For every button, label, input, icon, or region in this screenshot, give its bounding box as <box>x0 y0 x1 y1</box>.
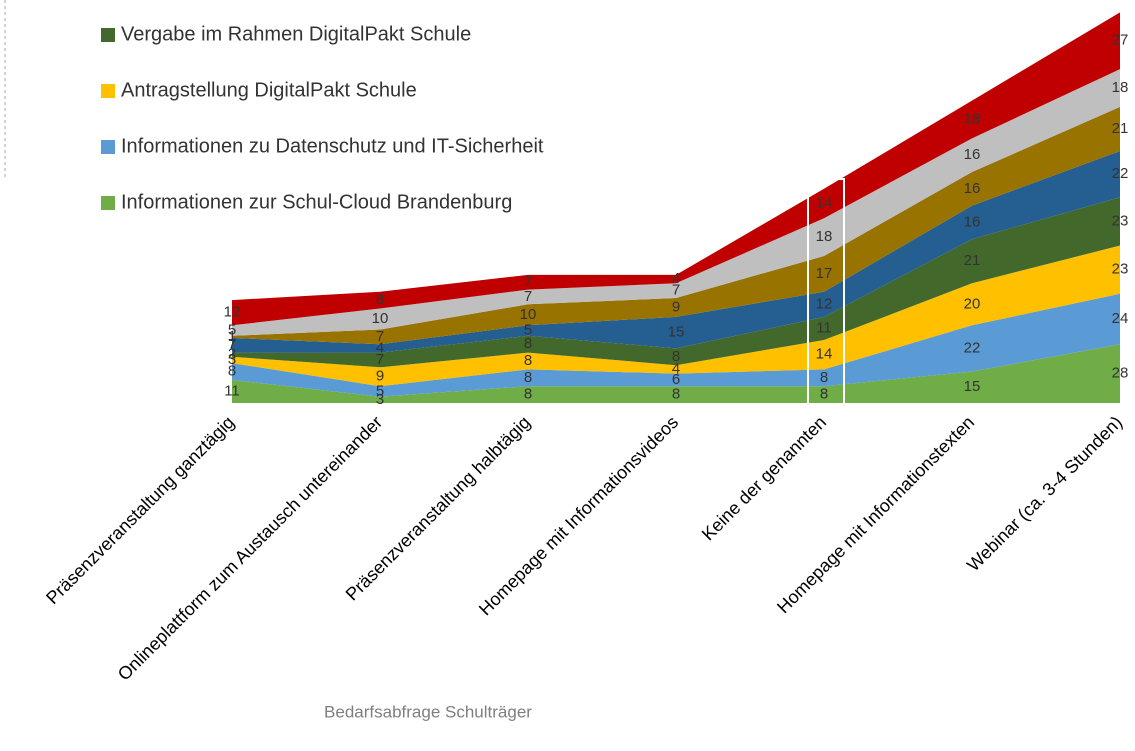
value-label: 6 <box>672 371 680 388</box>
value-label: 15 <box>964 378 981 395</box>
value-label: 11 <box>224 382 240 399</box>
area <box>232 197 1120 368</box>
value-label: 18 <box>964 110 981 127</box>
legend-swatch <box>101 84 115 98</box>
legend-swatch <box>101 140 115 154</box>
value-label: 9 <box>376 368 384 385</box>
value-label: 16 <box>964 213 981 230</box>
value-label: 9 <box>672 298 680 315</box>
x-tick-label: Webinar (ca. 3-4 Stunden) <box>963 412 1126 575</box>
legend-label: Informationen zu Datenschutz und IT-Sich… <box>121 135 544 157</box>
value-label: 11 <box>816 319 832 336</box>
value-label: 1 <box>228 328 236 345</box>
legend-label: Antragstellung DigitalPakt Schule <box>121 79 417 101</box>
footer: Bedarfsabfrage Schulträger <box>324 702 532 721</box>
value-label: 2 <box>228 346 236 363</box>
value-label: 23 <box>1112 212 1129 229</box>
value-label: 18 <box>1112 79 1129 96</box>
value-label: 8 <box>524 386 532 403</box>
value-label: 23 <box>1112 261 1129 278</box>
value-label: 3 <box>376 391 384 408</box>
value-label: 8 <box>672 386 680 403</box>
value-label: 4 <box>376 339 384 356</box>
value-label: 12 <box>224 304 241 321</box>
value-label: 8 <box>376 291 384 308</box>
value-label: 22 <box>964 339 981 356</box>
value-label: 20 <box>964 295 981 312</box>
value-label: 8 <box>228 362 236 379</box>
legend: Vergabe im Rahmen DigitalPakt Schule Antr… <box>101 23 544 213</box>
value-label: 17 <box>816 265 833 282</box>
value-label: 4 <box>672 270 680 287</box>
value-label: 22 <box>1112 165 1129 182</box>
value-label: 8 <box>524 352 532 369</box>
value-label: 10 <box>520 306 537 323</box>
area <box>232 151 1120 353</box>
value-label: 14 <box>816 194 833 211</box>
value-label: 8 <box>820 369 828 386</box>
value-label: 3 <box>228 351 236 368</box>
value-label: 7 <box>672 282 680 299</box>
legend-label: Informationen zur Schul-Cloud Brandenbur… <box>121 191 512 213</box>
legend-swatch <box>101 28 115 42</box>
value-label: 8 <box>524 369 532 386</box>
value-label: 28 <box>1112 365 1129 382</box>
highlight-box <box>807 178 845 406</box>
value-label: 8 <box>820 386 828 403</box>
x-tick-label: Onlineplattform zum Austausch untereinan… <box>114 412 386 684</box>
value-label: 21 <box>1112 120 1129 137</box>
legend-swatch <box>101 196 115 210</box>
area <box>232 245 1120 387</box>
area <box>232 344 1120 403</box>
value-label: 27 <box>1112 32 1129 49</box>
value-label: 10 <box>372 310 389 327</box>
value-label: 18 <box>816 228 833 245</box>
value-label: 5 <box>376 382 384 399</box>
value-label: 21 <box>964 252 981 269</box>
value-label: 7 <box>376 351 384 368</box>
value-label: 8 <box>524 335 532 352</box>
value-label: 16 <box>964 180 981 197</box>
value-label: 7 <box>376 328 384 345</box>
value-label: 5 <box>228 322 236 339</box>
value-label: 8 <box>672 348 680 365</box>
value-label: 12 <box>816 295 833 312</box>
value-label: 7 <box>524 288 532 305</box>
value-label: 4 <box>672 360 680 377</box>
value-label: 16 <box>964 146 981 163</box>
value-label: 5 <box>524 322 532 339</box>
value-label: 7 <box>524 273 532 290</box>
legend-label: Vergabe im Rahmen DigitalPakt Schule <box>121 23 471 45</box>
value-label: 7 <box>228 336 236 353</box>
value-label: 24 <box>1112 310 1129 327</box>
x-tick-label: Keine der genannten <box>698 412 830 544</box>
value-label: 14 <box>816 346 833 363</box>
area <box>232 293 1120 397</box>
value-label: 15 <box>668 324 685 341</box>
